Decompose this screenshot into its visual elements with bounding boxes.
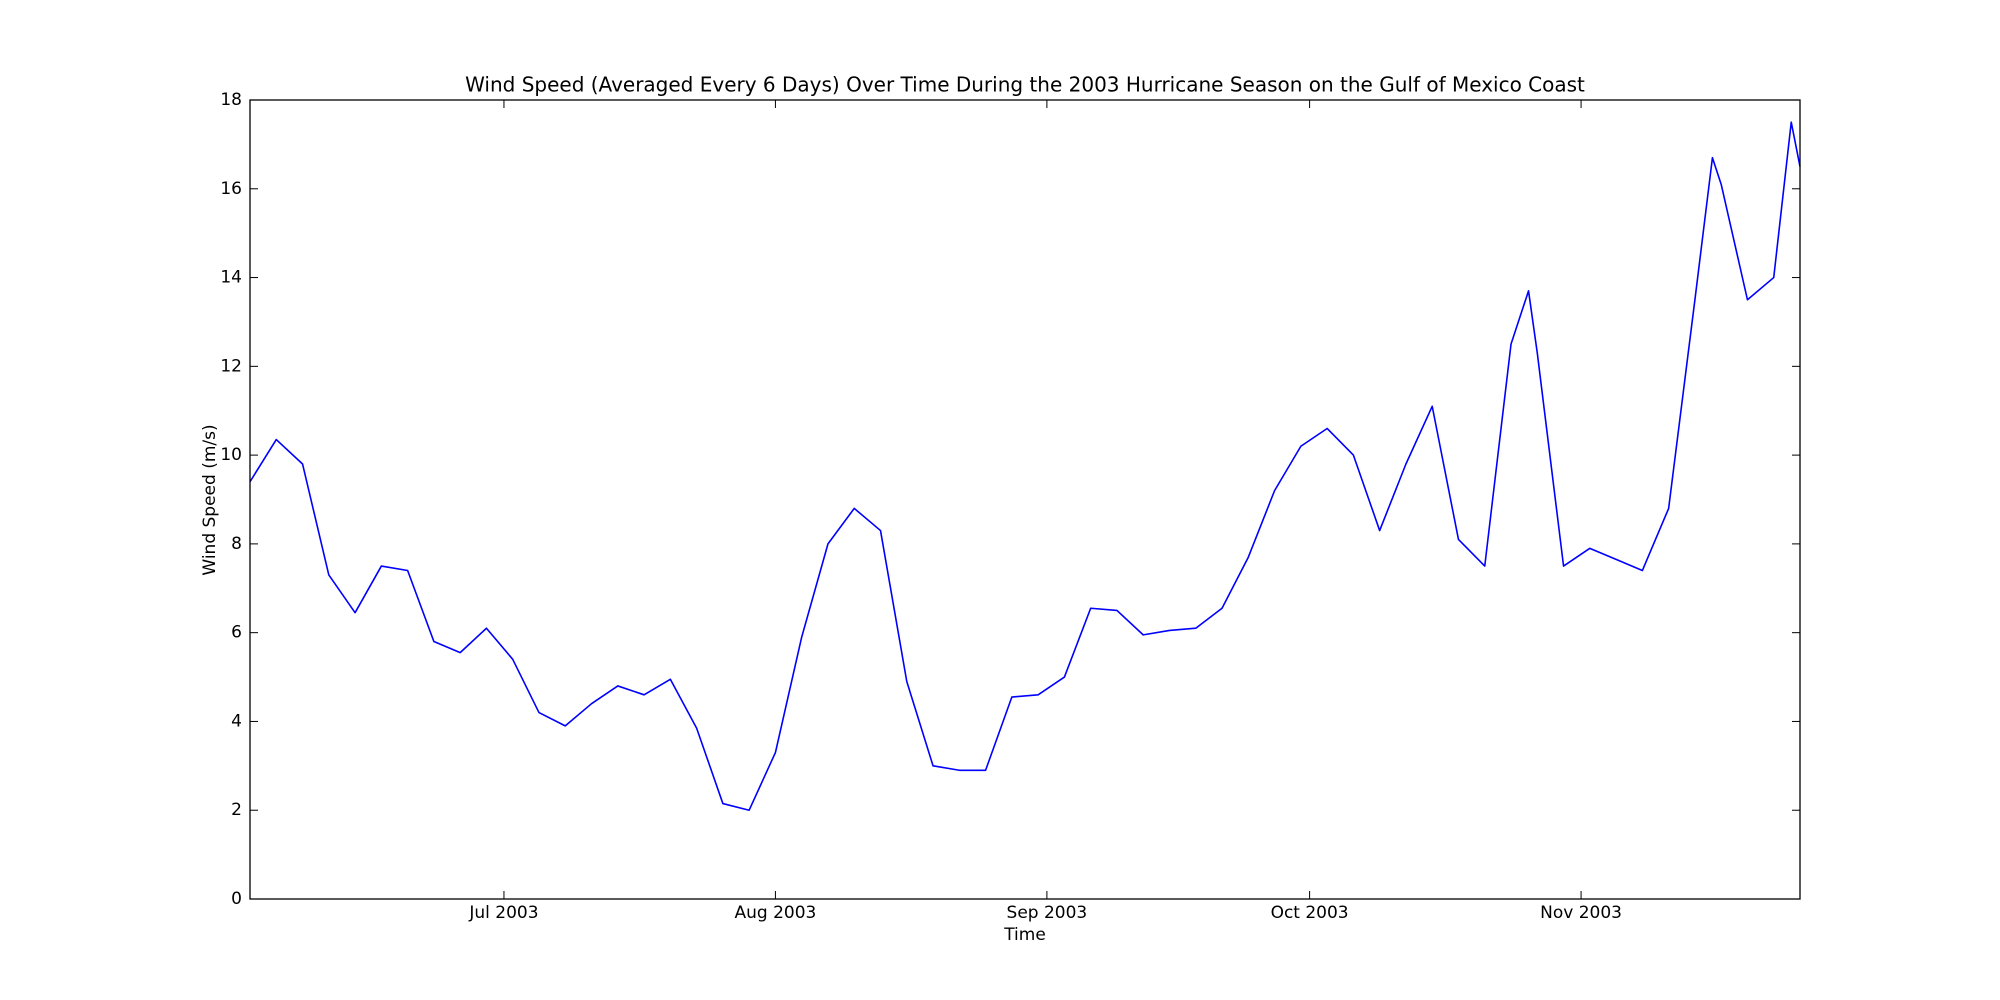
y-tick-label: 0 (231, 889, 242, 909)
x-tick-label: Nov 2003 (1540, 903, 1622, 923)
y-tick-label: 8 (231, 534, 242, 554)
y-tick-label: 12 (220, 356, 242, 376)
y-tick-label: 2 (231, 800, 242, 820)
y-tick-label: 16 (220, 179, 242, 199)
x-tick-label: Sep 2003 (1007, 903, 1088, 923)
chart-title: Wind Speed (Averaged Every 6 Days) Over … (465, 73, 1585, 97)
x-tick-label: Oct 2003 (1271, 903, 1349, 923)
y-axis-label: Wind Speed (m/s) (200, 424, 220, 575)
data-line (249, 121, 1801, 812)
x-tick-label: Jul 2003 (468, 903, 538, 923)
y-tick-label: 18 (220, 90, 242, 110)
y-tick-label: 4 (231, 711, 242, 731)
y-tick-label: 10 (220, 445, 242, 465)
plot-frame (249, 99, 1801, 900)
x-axis-label: Time (1003, 925, 1046, 945)
y-tick-label: 6 (231, 623, 242, 643)
x-tick-label: Aug 2003 (734, 903, 816, 923)
y-tick-label: 14 (220, 268, 242, 288)
